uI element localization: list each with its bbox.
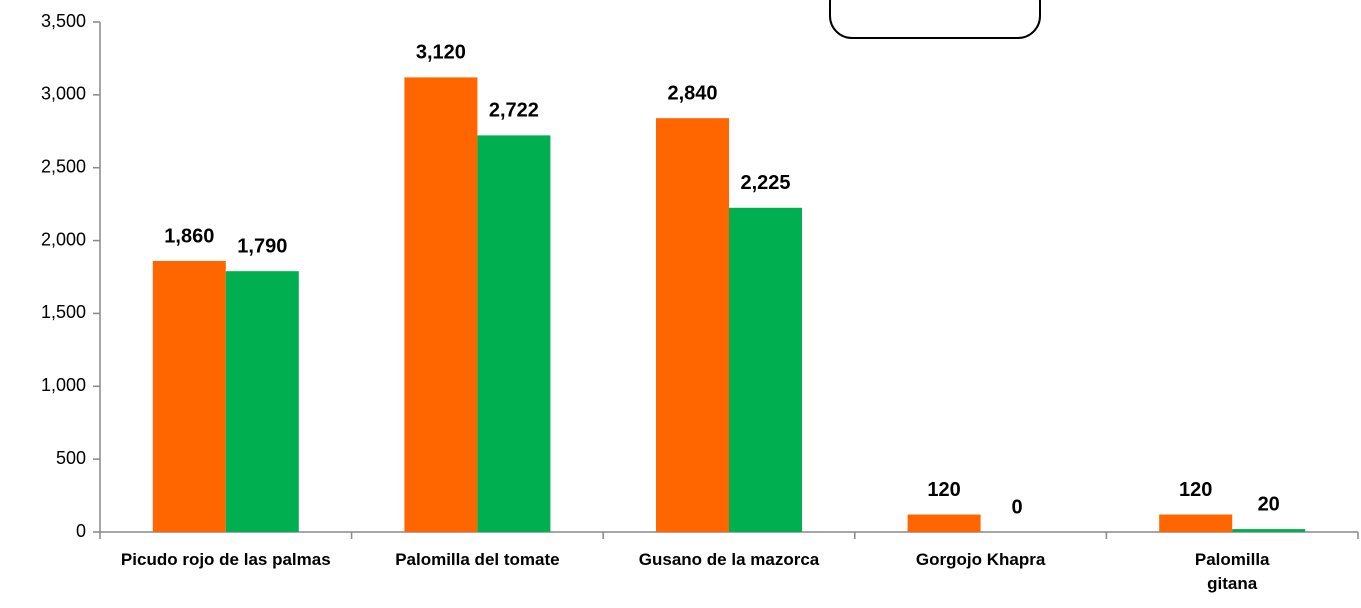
bar [404, 77, 478, 532]
y-tick-label: 500 [56, 448, 86, 468]
value-label: 1,860 [164, 225, 214, 247]
value-label: 20 [1258, 493, 1280, 515]
bar [225, 271, 299, 532]
x-tick-label: Palomilla gitana [1194, 550, 1270, 593]
x-tick-label: Palomilla del tomate [395, 550, 560, 569]
value-label: 0 [1012, 496, 1023, 518]
value-label: 2,722 [489, 100, 539, 122]
y-tick-label: 3,500 [41, 11, 86, 31]
bar [729, 207, 802, 533]
bar [1232, 529, 1306, 532]
bar [1159, 514, 1233, 532]
y-tick-label: 1,000 [41, 375, 86, 395]
value-label: 2,840 [667, 82, 717, 104]
value-label: 120 [1179, 479, 1212, 501]
y-tick-label: 2,500 [41, 156, 86, 176]
bar [152, 260, 226, 532]
bar [656, 118, 729, 533]
bar [907, 514, 981, 532]
y-tick-label: 1,500 [41, 302, 86, 322]
value-label: 120 [927, 479, 960, 501]
x-tick-label: Gusano de la mazorca [638, 550, 820, 569]
value-label: 1,790 [237, 235, 287, 257]
y-tick-label: 0 [76, 521, 86, 541]
y-tick-label: 2,000 [41, 229, 86, 249]
legend-box [829, 0, 1041, 39]
x-tick-label: Gorgojo Khapra [915, 550, 1046, 569]
x-tick-label: Picudo rojo de las palmas [120, 550, 331, 569]
y-tick-label: 3,000 [41, 84, 86, 104]
value-label: 3,120 [416, 42, 466, 64]
bar [477, 135, 551, 532]
value-label: 2,225 [740, 172, 790, 194]
